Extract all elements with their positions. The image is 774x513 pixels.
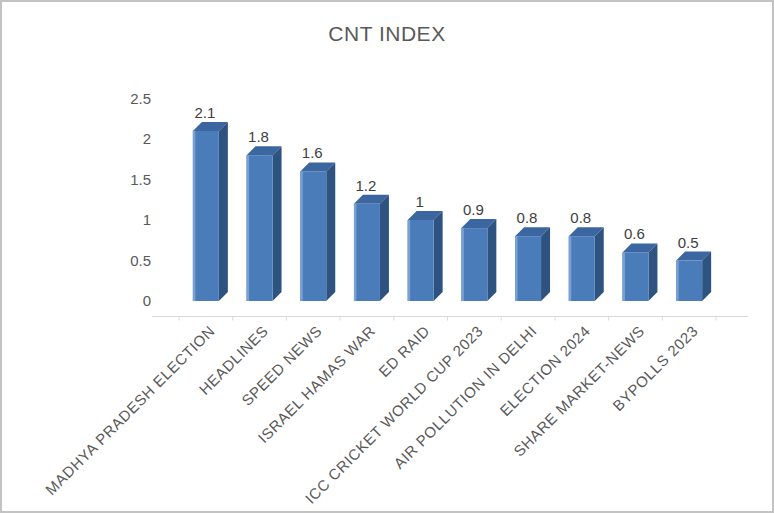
bar-edge-highlight xyxy=(461,228,464,301)
bar xyxy=(247,155,273,301)
data-label: 1.6 xyxy=(282,144,342,162)
bar-side-face xyxy=(595,227,604,301)
chart-canvas: CNT INDEX 00.511.522.52.1MADHYA PRADESH … xyxy=(0,0,774,513)
y-axis-tick-label: 0.5 xyxy=(107,252,151,270)
bar-edge-highlight xyxy=(676,261,679,302)
bar xyxy=(193,131,219,301)
bar-side-face xyxy=(326,162,335,301)
bar-side-face xyxy=(434,211,443,301)
bar xyxy=(461,228,487,301)
y-axis-tick-label: 2.5 xyxy=(107,90,151,108)
data-label: 1 xyxy=(390,193,450,211)
bar xyxy=(300,171,326,301)
y-axis-tick-label: 0 xyxy=(107,292,151,310)
data-label: 0.8 xyxy=(497,209,557,227)
bar-edge-highlight xyxy=(569,236,572,301)
data-label: 0.8 xyxy=(551,209,611,227)
bar-side-face xyxy=(380,195,389,301)
bar xyxy=(408,220,434,301)
bar xyxy=(569,236,595,301)
y-axis-tick-label: 2 xyxy=(107,130,151,148)
data-label: 1.2 xyxy=(336,177,396,195)
bar-edge-highlight xyxy=(622,252,625,301)
bar-side-face xyxy=(273,146,282,301)
bar-edge-highlight xyxy=(247,155,250,301)
bar-side-face xyxy=(541,227,550,301)
data-label: 0.6 xyxy=(604,225,664,243)
bar-side-face xyxy=(219,122,228,301)
data-label: 0.5 xyxy=(658,234,718,252)
bar xyxy=(676,261,702,302)
bar-edge-highlight xyxy=(354,204,357,301)
data-label: 2.1 xyxy=(175,104,235,122)
bar-edge-highlight xyxy=(300,171,303,301)
bar-edge-highlight xyxy=(193,131,196,301)
y-axis-tick-label: 1.5 xyxy=(107,171,151,189)
bar-side-face xyxy=(648,243,657,301)
bar xyxy=(515,236,541,301)
bar xyxy=(622,252,648,301)
data-label: 1.8 xyxy=(229,128,289,146)
bar-edge-highlight xyxy=(515,236,518,301)
y-axis-tick-label: 1 xyxy=(107,211,151,229)
bar-side-face xyxy=(487,219,496,301)
bar-edge-highlight xyxy=(408,220,411,301)
bar xyxy=(354,204,380,301)
data-label: 0.9 xyxy=(443,201,503,219)
